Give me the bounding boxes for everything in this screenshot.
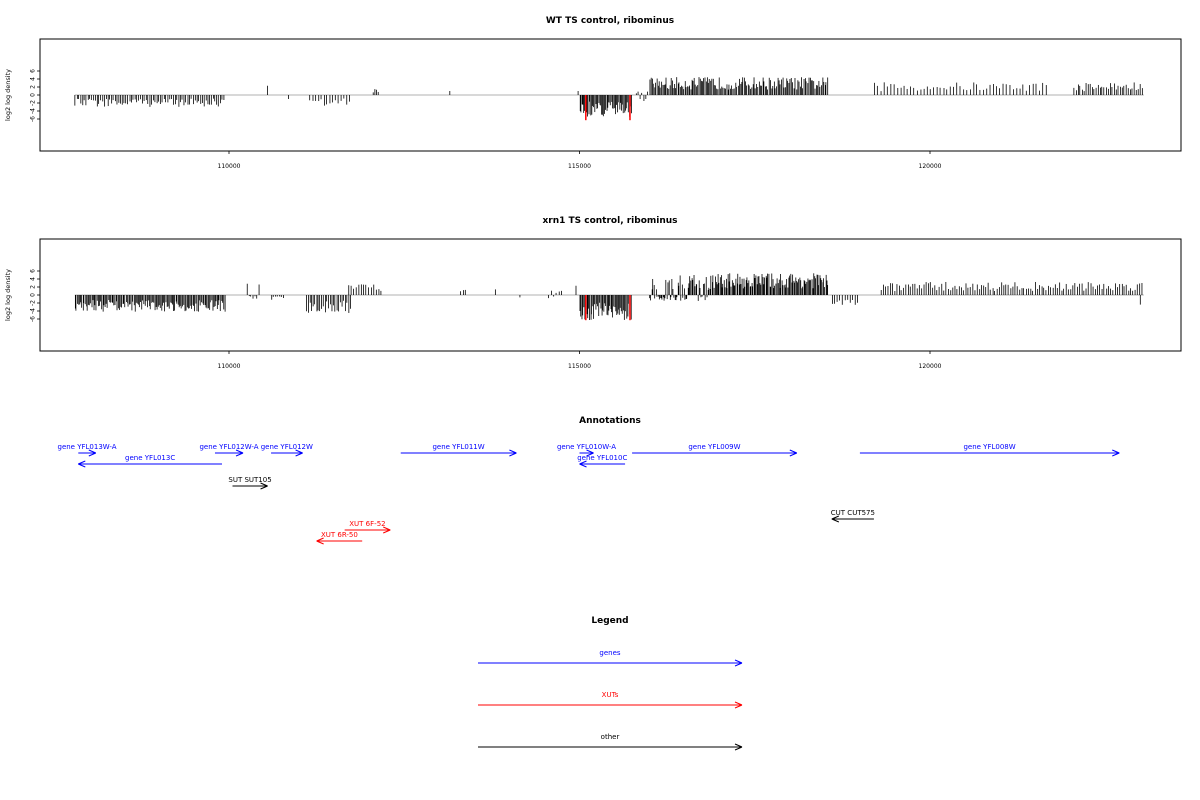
wt-ts-control-panel: WT TS control, ribominus log2 log densit… <box>4 16 1182 170</box>
legend-arrow <box>478 701 743 709</box>
y-tick-label: 4 <box>30 77 37 81</box>
y-tick-label: -4 <box>30 108 37 114</box>
feature-arrow <box>232 482 268 490</box>
annotations-title: Annotations <box>579 416 641 426</box>
feature-label: gene YFL013C <box>125 454 175 462</box>
x-tick-label: 115000 <box>568 163 591 170</box>
y-axis: 6 4 2 0 -2 -4 -6 <box>30 69 40 122</box>
y-tick-label: -2 <box>30 300 37 306</box>
feature-arrow <box>344 526 391 534</box>
feature-arrow <box>579 449 594 457</box>
feature-arrow <box>316 537 363 545</box>
feature-arrow <box>579 460 626 468</box>
feature-label: XUT 6F-52 <box>349 520 385 528</box>
feature-label: CUT CUT575 <box>831 509 875 517</box>
y-tick-label: 6 <box>30 269 37 273</box>
panel-title: WT TS control, ribominus <box>546 16 674 26</box>
feature-label: gene YFL012W-A <box>199 443 258 451</box>
legend-label: other <box>601 733 620 741</box>
x-tick-label: 110000 <box>218 363 241 370</box>
legend: Legend genes XUTs other <box>478 616 743 751</box>
x-tick-label: 120000 <box>919 163 942 170</box>
y-tick-label: 4 <box>30 277 37 281</box>
y-axis: 6 4 2 0 -2 -4 -6 <box>30 269 40 322</box>
legend-arrow <box>478 743 743 751</box>
feature-label: gene YFL012W <box>261 443 313 451</box>
feature-label: SUT SUT105 <box>228 476 271 484</box>
y-tick-label: -6 <box>30 116 37 122</box>
feature-label: gene YFL009W <box>688 443 740 451</box>
x-tick-label: 120000 <box>919 363 942 370</box>
y-tick-label: -4 <box>30 308 37 314</box>
x-tick-label: 115000 <box>568 363 591 370</box>
x-tick-label: 110000 <box>218 163 241 170</box>
feature-arrow <box>214 449 244 457</box>
annotation-features: gene YFL013W-A gene YFL013C gene YFL012W-A… <box>58 443 1120 545</box>
feature-arrow <box>78 460 222 468</box>
y-tick-label: 0 <box>30 293 37 297</box>
legend-items: genes XUTs other <box>478 649 743 751</box>
feature-arrow <box>859 449 1120 457</box>
plot-marks <box>74 273 1144 321</box>
legend-label: genes <box>599 649 620 657</box>
feature-label: gene YFL008W <box>963 443 1015 451</box>
feature-label: XUT 6R-50 <box>321 531 358 539</box>
legend-title: Legend <box>591 616 628 626</box>
y-tick-label: 2 <box>30 285 37 289</box>
y-tick-label: 0 <box>30 93 37 97</box>
feature-arrow <box>831 515 874 523</box>
feature-arrow <box>271 449 303 457</box>
feature-label: gene YFL010W-A <box>557 443 616 451</box>
y-tick-label: 6 <box>30 69 37 73</box>
feature-arrow <box>78 449 97 457</box>
feature-arrow <box>632 449 798 457</box>
y-axis-label: log2 log density <box>4 69 12 121</box>
feature-label: gene YFL011W <box>432 443 484 451</box>
feature-label: gene YFL010C <box>577 454 627 462</box>
xrn1-ts-control-panel: xrn1 TS control, ribominus log2 log dens… <box>4 216 1182 370</box>
feature-arrow <box>400 449 517 457</box>
plot-marks <box>74 77 1144 121</box>
legend-label: XUTs <box>602 691 619 699</box>
x-axis: 110000 115000 120000 <box>218 351 942 370</box>
y-axis-label: log2 log density <box>4 269 12 321</box>
y-tick-label: -2 <box>30 100 37 106</box>
y-tick-label: 2 <box>30 85 37 89</box>
y-tick-label: -6 <box>30 316 37 322</box>
legend-arrow <box>478 659 743 667</box>
feature-label: gene YFL013W-A <box>58 443 117 451</box>
panel-title: xrn1 TS control, ribominus <box>542 216 677 226</box>
x-axis: 110000 115000 120000 <box>218 151 942 170</box>
